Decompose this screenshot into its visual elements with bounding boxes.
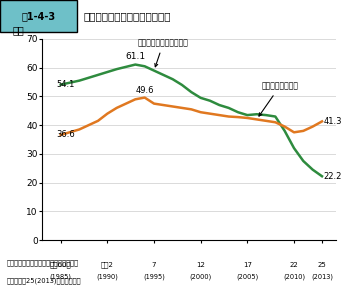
Text: (2010): (2010) bbox=[283, 273, 305, 280]
Text: (1990): (1990) bbox=[96, 273, 118, 280]
Text: (2005): (2005) bbox=[236, 273, 258, 280]
Text: 61.1: 61.1 bbox=[125, 52, 145, 61]
FancyBboxPatch shape bbox=[0, 0, 77, 32]
Text: 平成2: 平成2 bbox=[101, 262, 114, 268]
Text: 41.3: 41.3 bbox=[324, 117, 342, 126]
Text: 食料・飲料卸売業: 食料・飲料卸売業 bbox=[259, 82, 298, 116]
Text: 36.6: 36.6 bbox=[56, 130, 75, 140]
Text: 資料：経済産業省「商業動態統計調査」: 資料：経済産業省「商業動態統計調査」 bbox=[7, 259, 79, 266]
Text: 12: 12 bbox=[196, 262, 205, 268]
Text: 54.1: 54.1 bbox=[56, 80, 74, 89]
Y-axis label: 兆円: 兆円 bbox=[13, 25, 25, 35]
Text: 注：平成25(2013)年は概数値。: 注：平成25(2013)年は概数値。 bbox=[7, 277, 82, 284]
Text: (2000): (2000) bbox=[190, 273, 212, 280]
Text: (1995): (1995) bbox=[143, 273, 165, 280]
Text: 7: 7 bbox=[152, 262, 156, 268]
Text: 49.6: 49.6 bbox=[135, 86, 154, 95]
Text: (1985): (1985) bbox=[50, 273, 72, 280]
Text: 農畜産物・水産物卸売業: 農畜産物・水産物卸売業 bbox=[138, 39, 189, 67]
Text: 22.2: 22.2 bbox=[324, 172, 342, 181]
Text: 17: 17 bbox=[243, 262, 252, 268]
Text: 22: 22 bbox=[289, 262, 298, 268]
Text: 図1-4-3: 図1-4-3 bbox=[21, 11, 56, 21]
Text: 食品卸売業の商業販売額の推移: 食品卸売業の商業販売額の推移 bbox=[84, 11, 172, 21]
Text: (2013): (2013) bbox=[311, 273, 333, 280]
Text: 25: 25 bbox=[317, 262, 326, 268]
Text: 昭和60年: 昭和60年 bbox=[50, 262, 71, 268]
